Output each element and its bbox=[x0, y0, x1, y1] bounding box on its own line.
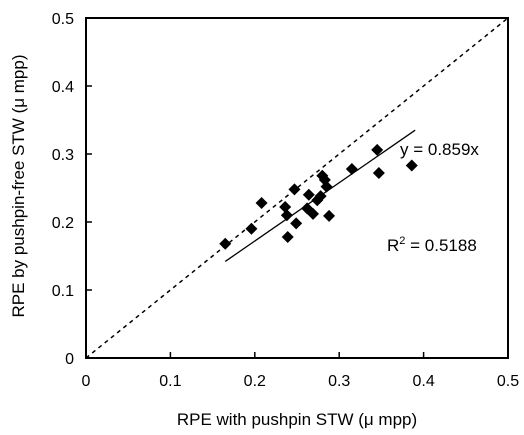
r-squared-prefix: R bbox=[387, 236, 399, 255]
x-tick-label-5: 0.5 bbox=[497, 373, 519, 390]
data-point-19 bbox=[371, 143, 384, 156]
data-point-3 bbox=[255, 196, 268, 209]
y-tick-label-5: 0.5 bbox=[52, 11, 74, 28]
data-point-20 bbox=[372, 167, 385, 180]
data-point-1 bbox=[219, 237, 232, 250]
x-tick-label-3: 0.3 bbox=[328, 373, 350, 390]
data-point-2 bbox=[245, 222, 258, 235]
reference-line bbox=[85, 17, 509, 359]
x-tick-label-4: 0.4 bbox=[412, 373, 434, 390]
data-point-16 bbox=[320, 180, 333, 193]
x-tick-label-1: 0.1 bbox=[159, 373, 181, 390]
r-squared-superscript: 2 bbox=[399, 235, 405, 247]
x-tick-label-0: 0 bbox=[82, 373, 91, 390]
y-axis-label: RPE by pushpin-free STW (μ mpp) bbox=[9, 55, 28, 318]
data-point-11 bbox=[307, 207, 320, 220]
fit-equation-label: y = 0.859x bbox=[400, 140, 479, 159]
y-tick-label-4: 0.4 bbox=[52, 79, 74, 96]
axis-ticks: 0 0.1 0.2 0.3 0.4 0.5 0 0.1 0.2 0.3 0.4 0.5 bbox=[52, 11, 519, 390]
data-point-21 bbox=[405, 159, 418, 172]
y-tick-label-3: 0.3 bbox=[52, 147, 74, 164]
r-squared-label: R2 = 0.5188 bbox=[387, 235, 477, 255]
data-point-10 bbox=[302, 188, 315, 201]
y-tick-label-2: 0.2 bbox=[52, 215, 74, 232]
data-point-8 bbox=[290, 217, 303, 230]
data-point-13 bbox=[314, 190, 327, 203]
plot-frame bbox=[85, 17, 509, 359]
plot-marks bbox=[85, 17, 509, 359]
y-tick-label-1: 0.1 bbox=[52, 283, 74, 300]
data-point-4 bbox=[279, 201, 292, 214]
y-tick-label-0: 0 bbox=[65, 351, 74, 368]
data-point-18 bbox=[345, 162, 358, 175]
data-point-7 bbox=[288, 183, 301, 196]
r-squared-value: = 0.5188 bbox=[405, 236, 476, 255]
data-point-6 bbox=[281, 230, 294, 243]
x-axis-label: RPE with pushpin STW (μ mpp) bbox=[177, 410, 417, 429]
data-point-5 bbox=[280, 209, 293, 222]
x-tick-label-2: 0.2 bbox=[244, 373, 266, 390]
data-point-17 bbox=[323, 209, 336, 222]
